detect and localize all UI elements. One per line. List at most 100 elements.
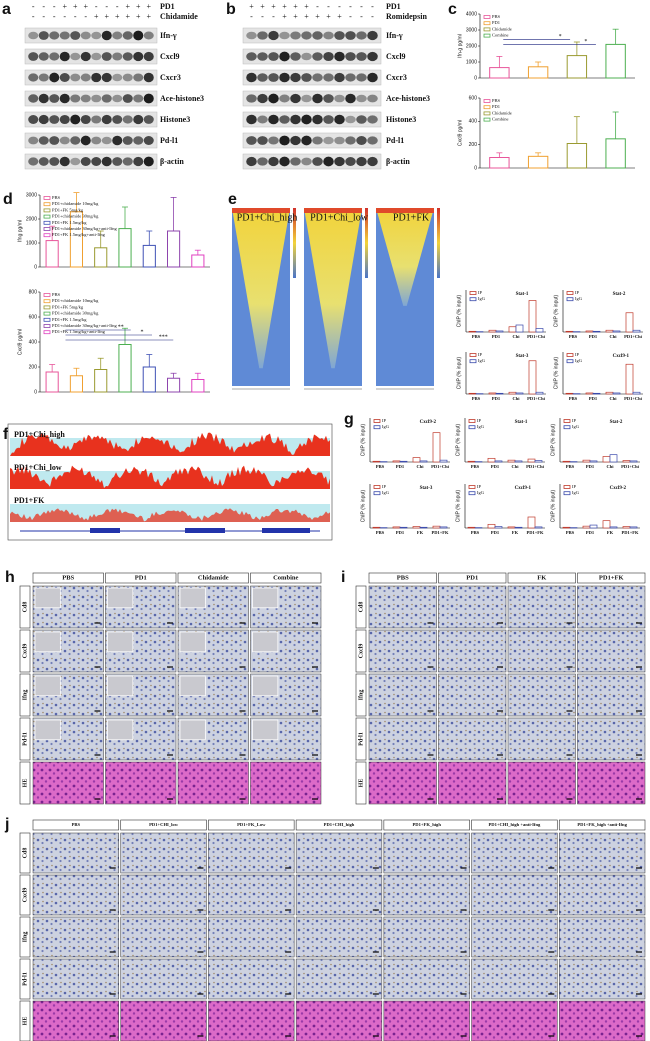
condition-sign: + [326,12,331,21]
blot-band [301,114,312,125]
blot-band [38,31,49,40]
bar [439,526,448,529]
condition-sign: - [371,2,374,11]
blot-band [312,31,323,40]
micrograph [383,832,470,874]
legend-swatch [43,196,51,200]
legend-swatch [43,208,51,213]
bar [69,375,83,393]
x-tick-label: Chi [512,396,520,401]
heatmap-signal [376,208,434,306]
blot-band [122,136,133,145]
row-header-box [19,673,31,717]
blot-band [367,94,378,103]
bar [527,155,549,169]
legend-swatch [468,419,476,423]
micrograph [471,958,558,1000]
blot-band [323,73,334,82]
y-axis-label: Ifn-g pg/ml [457,34,463,58]
gene-exon [262,528,310,533]
blot-label: Ace-histone3 [386,94,430,103]
legend-label: PD1+chidamide 30mg/kg [52,311,99,316]
micrograph [471,1000,558,1041]
blot-band [257,73,268,82]
x-tick-label: PD1+Chi [527,334,546,339]
x-tick-label: PD1+FK [431,530,449,535]
y-tick-label: 2000 [26,216,37,222]
blot-band [28,94,39,103]
blot-band [122,115,133,124]
condition-sign: + [146,2,151,11]
condition-sign: + [282,12,287,21]
micrograph [208,958,295,1000]
blot-band [112,52,123,61]
y-tick-label: 0 [34,264,37,270]
blot-band [345,115,356,124]
bar [167,377,181,393]
panel-label: b [226,1,236,18]
legend-swatch [468,491,476,496]
blot-band [312,136,323,145]
micrograph [507,761,576,805]
blot-band [345,157,356,166]
column-header-box [368,572,437,584]
micrograph-inset [252,719,279,741]
micrograph [471,916,558,958]
blot-band [49,136,60,145]
blot-label: Ifn-γ [160,31,177,40]
condition-sign: + [146,12,151,21]
x-tick-label: PBS [472,334,481,339]
blot-label: Ifn-γ [386,31,403,40]
x-tick-label: PBS [472,396,481,401]
blot-band [143,115,154,124]
bar [609,526,618,529]
y-axis-label: ChIP (% input) [553,294,559,327]
bar [592,392,601,395]
micrograph [577,717,646,761]
row-header-box [355,585,367,629]
blot-band [257,52,268,61]
bar [118,344,132,393]
condition-sign: - [338,2,341,11]
heatmap-title: PD1+FK [393,212,430,223]
blot-band [59,51,70,62]
micrograph-inset [34,587,61,609]
legend-swatch [43,299,51,304]
x-tick-label: PBS [566,530,575,535]
blot-band [91,31,102,40]
blot-strip [242,90,382,107]
bar [392,460,401,463]
micrograph [208,1000,295,1041]
bar [439,459,448,463]
x-tick-label: PD1 [491,530,500,535]
blot-band [59,73,70,82]
micrograph [577,761,646,805]
bar [468,392,477,395]
blot-band [101,52,112,61]
blot-band [38,73,49,82]
bar [629,526,638,529]
legend-label: IgG [477,490,485,495]
blot-band [345,93,356,104]
bar [632,329,641,333]
blot-band [367,51,378,62]
column-header: PBS [72,822,81,827]
legend-swatch [469,353,477,357]
legend-swatch [483,27,491,32]
bar [507,526,516,529]
column-header: PD1 [135,574,147,581]
condition-sign: - [250,12,253,21]
legend-label: IP [575,290,579,295]
blot-band [70,94,81,103]
blot-band [28,136,39,145]
y-axis-label: ChIP (% input) [456,294,462,327]
condition-sign: - [360,2,363,11]
y-axis-label: Cxcl9 pg/ml [17,329,23,355]
micrograph [438,673,507,717]
legend-swatch [483,111,491,116]
blot-band [70,157,81,166]
x-tick-label: PD1 [492,334,501,339]
blot-band [290,72,301,83]
row-header: Cxcl9 [358,644,364,659]
blot-band [356,73,367,82]
